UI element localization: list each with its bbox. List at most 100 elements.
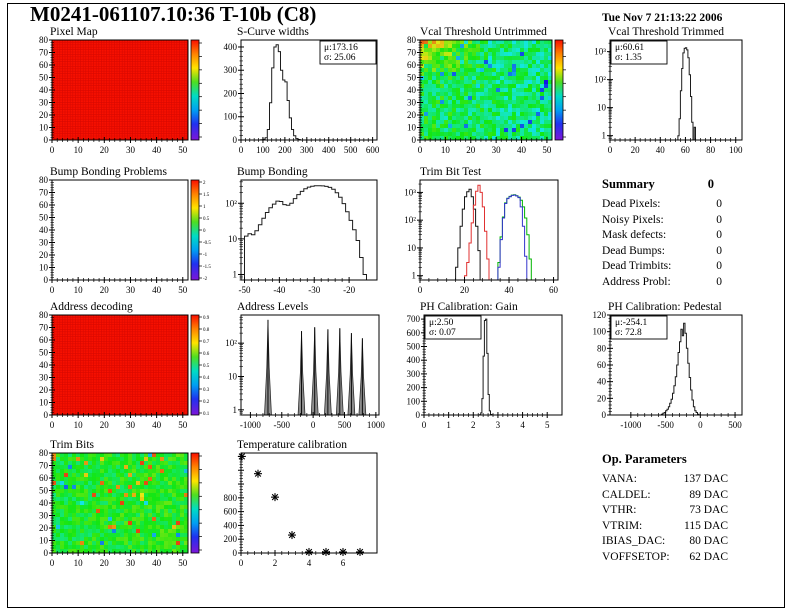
summary-total: 0	[707, 177, 714, 191]
row-label: Dead Trimbits:	[602, 260, 672, 272]
svg-text:40: 40	[152, 558, 162, 568]
svg-text:500: 500	[728, 420, 742, 430]
svg-text:10: 10	[228, 234, 238, 244]
svg-text:σ: 0.07: σ: 0.07	[429, 328, 456, 338]
svg-text:0: 0	[311, 420, 316, 430]
svg-text:0: 0	[698, 420, 703, 430]
svg-text:100: 100	[224, 112, 238, 122]
svg-text:200: 200	[224, 88, 238, 98]
svg-text:700: 700	[407, 314, 421, 324]
svg-text:20: 20	[466, 145, 476, 155]
svg-text:20: 20	[39, 523, 49, 533]
plot-title: Address decoding	[50, 301, 133, 313]
svg-text:0.2: 0.2	[203, 400, 210, 405]
svg-text:30: 30	[39, 511, 49, 521]
svg-text:10²: 10²	[225, 198, 237, 208]
svg-text:20: 20	[407, 110, 417, 120]
svg-text:0: 0	[418, 285, 423, 295]
svg-text:50: 50	[39, 348, 49, 358]
row-label: Noisy Pixels:	[602, 213, 664, 226]
row-label: IBIAS_DAC:	[602, 535, 666, 547]
svg-text:1: 1	[602, 131, 607, 141]
svg-text:1: 1	[203, 205, 206, 210]
svg-text:0: 0	[50, 558, 55, 568]
svg-text:70: 70	[39, 188, 49, 198]
svg-text:60: 60	[39, 60, 49, 70]
row-value: 62 DAC	[689, 550, 728, 563]
table-row: Mask defects: 0	[602, 228, 722, 244]
svg-text:-500: -500	[274, 420, 291, 430]
svg-text:0: 0	[239, 558, 244, 568]
table-row: Dead Pixels: 0	[602, 197, 722, 213]
svg-text:10³: 10³	[404, 187, 416, 197]
plot-title: Pixel Map	[50, 26, 98, 38]
svg-text:30: 30	[126, 558, 136, 568]
table-row: VTRIM: 115 DAC	[602, 519, 728, 535]
chart-trim-bit-test: 0 20 40 60 1 10 10² 10³	[404, 179, 559, 295]
svg-text:40: 40	[152, 145, 162, 155]
svg-text:2: 2	[273, 558, 278, 568]
table-row: Noisy Pixels: 0	[602, 213, 722, 229]
svg-text:50: 50	[39, 486, 49, 496]
table-row: Dead Trimbits: 0	[602, 259, 722, 275]
svg-text:20: 20	[100, 420, 110, 430]
svg-text:6: 6	[341, 558, 346, 568]
row-label: VTHR:	[602, 504, 637, 516]
op-parameters-heading-label: Op. Parameters	[602, 452, 687, 466]
svg-text:30: 30	[126, 285, 136, 295]
summary-panel: Summary 0 Dead Pixels: 0 Noisy Pixels: 0 Mas…	[602, 177, 722, 290]
plot-scurve-widths: S-Curve widths 0 100 200 300 400 500 600 0 100 20…	[215, 26, 395, 156]
row-label: VANA:	[602, 473, 637, 485]
svg-text:4: 4	[307, 558, 312, 568]
svg-text:0.1: 0.1	[203, 412, 210, 417]
svg-text:0: 0	[44, 275, 49, 285]
svg-text:0.5: 0.5	[203, 217, 210, 222]
svg-text:0: 0	[50, 420, 55, 430]
svg-text:0: 0	[50, 145, 55, 155]
op-parameters-panel: Op. Parameters VANA: 137 DAC CALDEL: 89 DAC…	[602, 452, 728, 565]
svg-text:50: 50	[407, 73, 417, 83]
svg-text:70: 70	[39, 323, 49, 333]
svg-text:40: 40	[656, 145, 666, 155]
svg-text:200: 200	[224, 534, 238, 544]
svg-text:40: 40	[39, 360, 49, 370]
svg-text:50: 50	[39, 213, 49, 223]
row-value: 115 DAC	[684, 519, 728, 532]
svg-text:300: 300	[224, 65, 238, 75]
svg-text:-500: -500	[657, 420, 674, 430]
plot-trim-bits: Trim Bits 0 10 20 30 40 50 0 10 20 30 40 50 60 70 80	[28, 439, 214, 569]
plot-title: PH Calibration: Pedestal	[608, 301, 722, 313]
svg-text:1000: 1000	[367, 420, 386, 430]
svg-text:2: 2	[471, 420, 476, 430]
svg-text:5: 5	[545, 420, 550, 430]
svg-text:30: 30	[126, 420, 136, 430]
svg-text:20: 20	[39, 110, 49, 120]
svg-text:20: 20	[100, 145, 110, 155]
svg-text:0.7: 0.7	[203, 340, 210, 345]
svg-text:80: 80	[39, 310, 49, 320]
svg-text:-2: -2	[203, 277, 208, 282]
svg-text:40: 40	[39, 225, 49, 235]
svg-text:10: 10	[597, 103, 607, 113]
svg-text:40: 40	[152, 420, 162, 430]
plot-trim-bit-test: Trim Bit Test 0 20 40 60 1 10 10² 10³	[398, 166, 578, 296]
svg-text:10³: 10³	[594, 47, 606, 57]
summary-rows: Dead Pixels: 0 Noisy Pixels: 0 Mask defects:…	[602, 197, 722, 290]
svg-text:σ: 25.06: σ: 25.06	[324, 53, 356, 63]
svg-text:10²: 10²	[225, 338, 237, 348]
svg-text:30: 30	[39, 98, 49, 108]
svg-text:3: 3	[496, 420, 501, 430]
chart-pixel-map: 0 10 20 30 40 50 0 10 20 30 40 50 60 70 80	[39, 35, 202, 155]
op-parameters-heading: Op. Parameters	[602, 452, 728, 467]
svg-text:20: 20	[631, 145, 641, 155]
svg-text:10: 10	[407, 123, 417, 133]
table-row: VANA: 137 DAC	[602, 472, 728, 488]
svg-text:80: 80	[39, 35, 49, 45]
row-label: Dead Pixels:	[602, 198, 661, 210]
svg-text:-0.5: -0.5	[203, 241, 211, 246]
plot-temperature-calibration: Temperature calibration 0 2 4 6 0 200 400 600 80…	[215, 439, 395, 569]
svg-text:120: 120	[593, 310, 607, 320]
row-label: Dead Bumps:	[602, 244, 665, 257]
svg-text:0: 0	[412, 135, 417, 145]
svg-text:80: 80	[39, 175, 49, 185]
